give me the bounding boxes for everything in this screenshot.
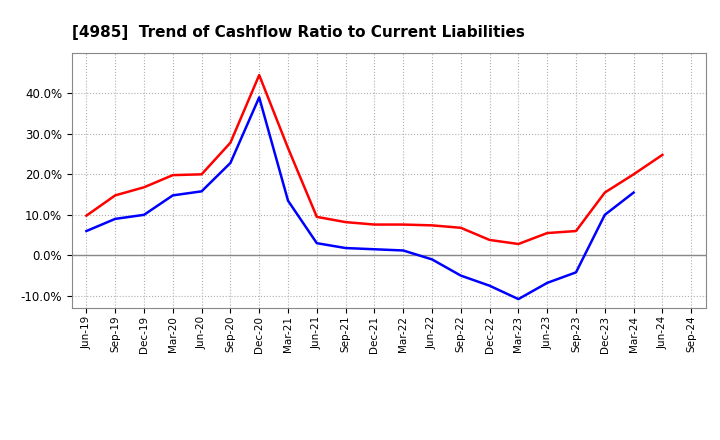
Operating CF to Current Liabilities <box>341 220 350 225</box>
Free CF to Current Liabilities <box>168 193 177 198</box>
Free CF to Current Liabilities <box>399 248 408 253</box>
Operating CF to Current Liabilities <box>514 242 523 247</box>
Free CF to Current Liabilities <box>341 246 350 251</box>
Free CF to Current Liabilities <box>197 189 206 194</box>
Operating CF to Current Liabilities <box>82 213 91 218</box>
Operating CF to Current Liabilities <box>370 222 379 227</box>
Free CF to Current Liabilities <box>485 283 494 288</box>
Free CF to Current Liabilities <box>370 247 379 252</box>
Free CF to Current Liabilities <box>111 216 120 221</box>
Operating CF to Current Liabilities <box>485 237 494 242</box>
Operating CF to Current Liabilities <box>312 214 321 220</box>
Free CF to Current Liabilities <box>629 190 638 195</box>
Free CF to Current Liabilities <box>255 95 264 100</box>
Operating CF to Current Liabilities <box>428 223 436 228</box>
Operating CF to Current Liabilities <box>111 193 120 198</box>
Free CF to Current Liabilities <box>514 297 523 302</box>
Free CF to Current Liabilities <box>572 270 580 275</box>
Free CF to Current Liabilities <box>543 280 552 286</box>
Operating CF to Current Liabilities <box>543 231 552 236</box>
Operating CF to Current Liabilities <box>572 228 580 234</box>
Free CF to Current Liabilities <box>82 228 91 234</box>
Free CF to Current Liabilities <box>600 212 609 217</box>
Line: Operating CF to Current Liabilities: Operating CF to Current Liabilities <box>86 75 662 244</box>
Operating CF to Current Liabilities <box>140 185 148 190</box>
Text: [4985]  Trend of Cashflow Ratio to Current Liabilities: [4985] Trend of Cashflow Ratio to Curren… <box>72 25 525 40</box>
Operating CF to Current Liabilities <box>197 172 206 177</box>
Operating CF to Current Liabilities <box>600 190 609 195</box>
Operating CF to Current Liabilities <box>456 225 465 231</box>
Operating CF to Current Liabilities <box>284 145 292 150</box>
Operating CF to Current Liabilities <box>226 140 235 145</box>
Operating CF to Current Liabilities <box>658 152 667 158</box>
Free CF to Current Liabilities <box>226 160 235 165</box>
Line: Free CF to Current Liabilities: Free CF to Current Liabilities <box>86 97 634 299</box>
Free CF to Current Liabilities <box>312 241 321 246</box>
Free CF to Current Liabilities <box>456 273 465 278</box>
Operating CF to Current Liabilities <box>399 222 408 227</box>
Operating CF to Current Liabilities <box>168 172 177 178</box>
Free CF to Current Liabilities <box>428 257 436 262</box>
Operating CF to Current Liabilities <box>629 172 638 177</box>
Operating CF to Current Liabilities <box>255 73 264 78</box>
Free CF to Current Liabilities <box>284 198 292 203</box>
Free CF to Current Liabilities <box>140 212 148 217</box>
